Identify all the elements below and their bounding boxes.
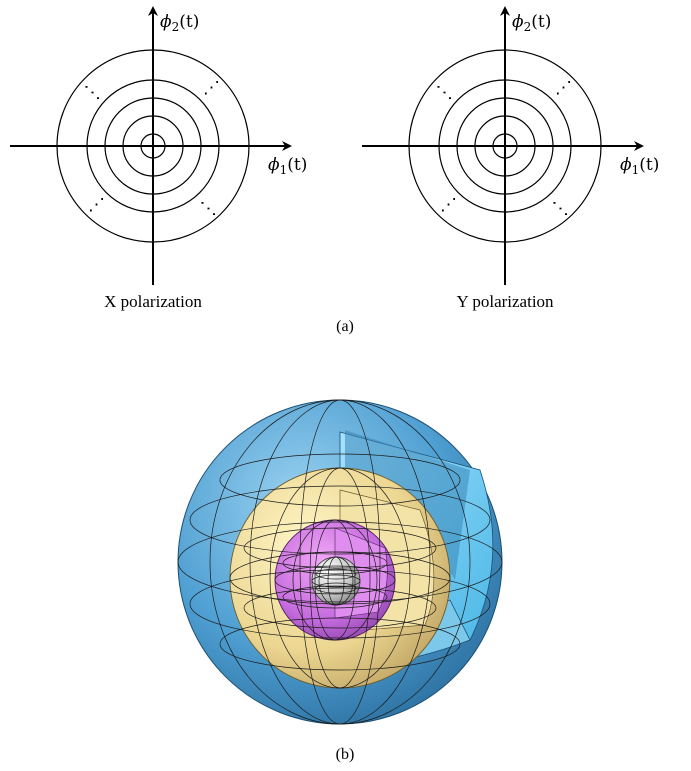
y-axis-label-right: ϕ2(t) xyxy=(512,12,551,34)
dots-top-right: ⋰ xyxy=(555,78,572,97)
panel-label-a: (a) xyxy=(336,318,354,335)
dots-top-right: ⋰ xyxy=(203,78,220,97)
dots-bottom-right: ⋰ xyxy=(199,200,218,217)
constellation-y-polarization: ⋰ ⋰ ⋰ ⋰ ϕ2(t) ϕ1(t) Y polarization xyxy=(362,6,659,311)
x-axis-label-left: ϕ1(t) xyxy=(268,155,307,177)
dots-bottom-left: ⋰ xyxy=(440,195,457,214)
dots-top-left: ⋰ xyxy=(435,84,454,101)
panel-label-b: (b) xyxy=(336,746,355,763)
nested-spheres-figure xyxy=(177,399,503,725)
y-axis-label-left: ϕ2(t) xyxy=(160,12,199,34)
constellation-x-polarization: ⋰ ⋰ ⋰ ⋰ ϕ2(t) ϕ1(t) X polarization xyxy=(10,6,307,311)
dots-bottom-left: ⋰ xyxy=(88,195,105,214)
x-axis-label-right: ϕ1(t) xyxy=(620,155,659,177)
dots-top-left: ⋰ xyxy=(83,84,102,101)
sphere-grid xyxy=(177,399,503,725)
dots-bottom-right: ⋰ xyxy=(551,200,570,217)
caption-y-polarization: Y polarization xyxy=(456,292,554,311)
caption-x-polarization: X polarization xyxy=(104,292,202,311)
